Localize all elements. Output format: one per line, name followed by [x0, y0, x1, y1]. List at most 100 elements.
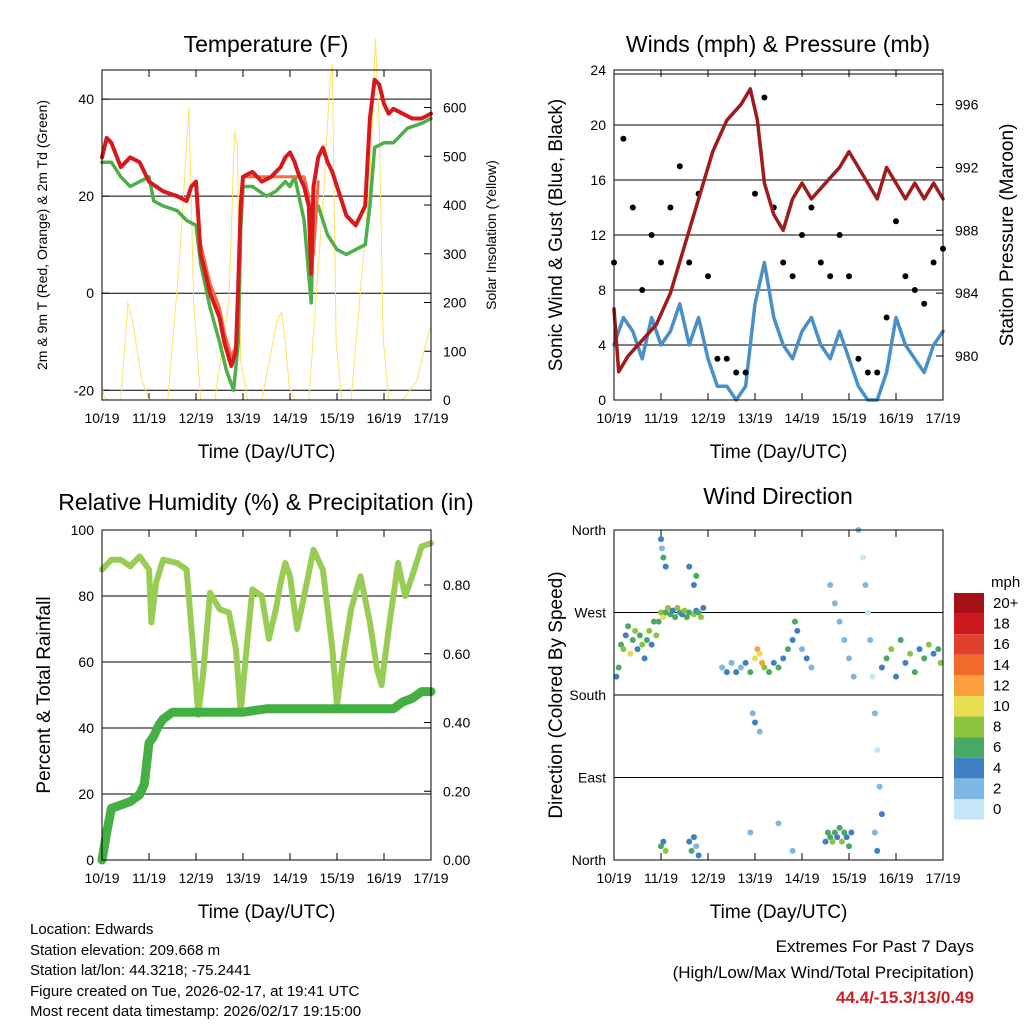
y-tick-label: 100 — [71, 522, 95, 538]
direction-point — [658, 609, 664, 616]
direction-point — [838, 838, 845, 845]
direction-point — [693, 843, 700, 850]
direction-point — [794, 627, 801, 634]
direction-point — [860, 554, 867, 561]
direction-point — [690, 582, 697, 588]
legend-label: 2 — [993, 780, 1001, 797]
gust-point — [733, 369, 740, 376]
direction-point — [627, 650, 634, 657]
x-tick-label: 12/19 — [178, 870, 213, 886]
station-info: Location: Edwards Station elevation: 209… — [30, 920, 361, 1023]
x-tick-label: 13/19 — [225, 410, 260, 426]
legend-swatch — [954, 716, 984, 738]
direction-point — [843, 834, 850, 841]
x-tick-label: 16/19 — [878, 410, 913, 426]
x-tick-label: 14/19 — [784, 410, 819, 426]
direction-point — [902, 659, 909, 666]
direction-point — [695, 609, 702, 616]
direction-point — [728, 659, 735, 666]
direction-point — [737, 664, 744, 671]
temperature-title: Temperature (F) — [184, 31, 349, 57]
direction-point — [770, 659, 777, 666]
legend-swatch — [954, 613, 984, 635]
x-tick-label: 15/19 — [831, 870, 866, 886]
direction-point — [686, 609, 693, 616]
direction-point — [752, 719, 758, 726]
y2-tick-label: 600 — [443, 100, 467, 116]
gust-point — [780, 259, 787, 266]
direction-point — [831, 829, 838, 836]
direction-point — [935, 646, 942, 653]
humidity-chart: 0 20 40 60 80 100 0.00 0.20 0.40 0.60 0.80 10/19 11/… — [34, 522, 470, 923]
direction-point — [646, 627, 653, 634]
gust-point — [705, 273, 711, 280]
legend-title: mph — [991, 574, 1020, 591]
direction-point — [846, 843, 852, 850]
y2-axis-label: Station Pressure (Maroon) — [997, 124, 1018, 347]
direction-point — [883, 655, 890, 662]
direction-point — [766, 669, 773, 676]
y2-tick-label: 100 — [443, 343, 467, 359]
x-tick-label: 13/19 — [737, 870, 772, 886]
y-axis-label: Sonic Wind & Gust (Blue, Black) — [546, 99, 567, 371]
created-text: Figure created on Tue, 2026-02-17, at 19… — [30, 982, 360, 1000]
x-tick-label: 14/19 — [784, 870, 819, 886]
direction-point — [761, 664, 768, 671]
y2-tick-label: 988 — [955, 222, 979, 238]
direction-point — [669, 607, 676, 614]
x-tick-label: 11/19 — [132, 870, 166, 886]
direction-point — [625, 623, 632, 630]
x-tick-label: 10/19 — [84, 870, 119, 886]
direction-point — [700, 604, 707, 611]
x-axis-label: Time (Day/UTC) — [198, 902, 336, 923]
x-tick-label: 12/19 — [690, 870, 725, 886]
direction-point — [871, 829, 878, 836]
direction-point — [655, 618, 662, 625]
direction-point — [723, 669, 730, 676]
series-relative-humidity — [99, 540, 434, 718]
legend-label: 14 — [993, 657, 1010, 674]
direction-point — [719, 664, 726, 671]
direction-point — [660, 614, 667, 621]
y-tick-label: 16 — [590, 172, 606, 188]
x-tick-label: 11/19 — [644, 870, 678, 886]
direction-point — [878, 811, 885, 818]
direction-point — [829, 838, 836, 845]
y-tick-label: 8 — [598, 282, 606, 298]
direction-point — [756, 650, 763, 657]
legend-swatch — [954, 737, 984, 758]
series-total-precipitation — [97, 687, 436, 865]
y-tick-label: North — [572, 522, 606, 538]
legend-label: 10 — [993, 698, 1010, 715]
x-tick-label: 10/19 — [84, 410, 119, 426]
legend-swatch — [954, 778, 984, 799]
x-tick-label: 14/19 — [272, 870, 307, 886]
direction-point — [831, 600, 838, 607]
direction-point — [693, 572, 700, 579]
y2-tick-label: 0.40 — [443, 715, 470, 731]
legend-swatch — [954, 654, 984, 676]
plot-frame — [613, 69, 944, 401]
direction-point — [681, 607, 688, 614]
x-axis-label: Time (Day/UTC) — [198, 442, 336, 463]
plot-frame — [613, 529, 944, 861]
x-tick-label: 12/19 — [178, 410, 213, 426]
y-axis-label: 2m & 9m T (Red, Orange) & 2m Td (Green) — [34, 100, 50, 370]
gust-point — [629, 204, 636, 211]
direction-point — [930, 650, 937, 657]
gust-point — [827, 273, 834, 280]
elevation-text: Station elevation: 209.668 m — [30, 941, 221, 959]
direction-point — [665, 604, 672, 611]
legend-swatch — [954, 634, 984, 655]
direction-point — [686, 838, 693, 845]
y2-tick-label: 996 — [955, 97, 979, 113]
direction-point — [775, 820, 782, 827]
direction-point — [841, 829, 848, 836]
direction-point — [662, 847, 669, 854]
series-2m-td — [100, 116, 433, 393]
y-tick-label: 24 — [590, 62, 606, 78]
gust-point — [648, 232, 655, 238]
x-tick-label: 15/19 — [319, 870, 354, 886]
direction-point — [784, 646, 791, 653]
direction-point — [897, 637, 904, 643]
